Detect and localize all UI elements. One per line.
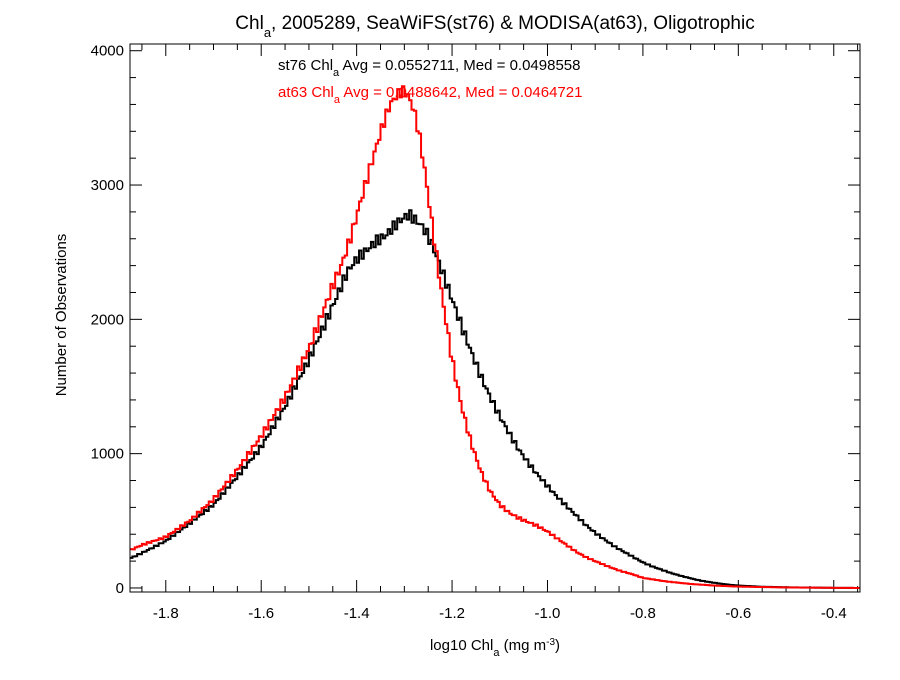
annotation-0-post: Avg = 0.0552711, Med = 0.0498558 bbox=[339, 57, 580, 74]
annotation-1: at63 Chla Avg = 0.0488642, Med = 0.04647… bbox=[278, 84, 582, 106]
plot-frame bbox=[129, 43, 861, 593]
annotation-1-post: Avg = 0.0488642, Med = 0.0464721 bbox=[340, 84, 582, 101]
y-tick-label: 3000 bbox=[91, 177, 124, 194]
x-axis-label-post: ) bbox=[555, 637, 560, 654]
plot-area bbox=[129, 43, 861, 593]
x-axis-label: log10 Chla (mg m-3) bbox=[430, 637, 560, 660]
tick-labels: -1.8 -1.6 -1.4 -1.2 -1.0 -0.8 -0.6 -0.4 0 1000 200… bbox=[91, 43, 847, 622]
annotation-0-pre: st76 Chl bbox=[278, 57, 333, 74]
axis-ticks bbox=[130, 44, 860, 592]
annotation-0-sub: a bbox=[333, 67, 340, 79]
y-axis-label: Number of Observations bbox=[53, 234, 70, 397]
x-tick-label: -0.4 bbox=[821, 605, 847, 622]
x-tick-label: -1.2 bbox=[439, 605, 465, 622]
series-group bbox=[130, 85, 860, 589]
x-tick-label: -0.8 bbox=[630, 605, 656, 622]
x-tick-label: -0.6 bbox=[725, 605, 751, 622]
annotation-1-sub: a bbox=[334, 94, 341, 106]
series-1-line bbox=[130, 85, 860, 589]
chart-title-sub: a bbox=[264, 25, 272, 40]
series-0-line bbox=[130, 209, 860, 589]
x-tick-label: -1.6 bbox=[248, 605, 274, 622]
x-tick-label: -1.0 bbox=[535, 605, 561, 622]
annotation-0: st76 Chla Avg = 0.0552711, Med = 0.04985… bbox=[278, 57, 580, 79]
x-axis-label-pre: log10 Chl bbox=[430, 637, 493, 654]
x-axis-label-sup: -3 bbox=[546, 637, 555, 648]
x-axis-label-sub: a bbox=[493, 647, 500, 659]
x-axis-label-mid: (mg m bbox=[499, 637, 546, 654]
chart-title: Chla, 2005289, SeaWiFS(st76) & MODISA(at… bbox=[235, 13, 754, 40]
chart-title-main: Chl bbox=[235, 13, 264, 34]
annotation-1-pre: at63 Chl bbox=[278, 84, 334, 101]
x-tick-label: -1.4 bbox=[344, 605, 370, 622]
y-tick-label: 1000 bbox=[91, 446, 124, 463]
y-tick-label: 2000 bbox=[91, 311, 124, 328]
y-tick-label: 4000 bbox=[91, 43, 124, 60]
chart-title-rest: , 2005289, SeaWiFS(st76) & MODISA(at63),… bbox=[271, 13, 755, 34]
annotations: st76 Chla Avg = 0.0552711, Med = 0.04985… bbox=[278, 57, 582, 106]
y-tick-label: 0 bbox=[116, 580, 124, 597]
x-tick-label: -1.8 bbox=[153, 605, 179, 622]
